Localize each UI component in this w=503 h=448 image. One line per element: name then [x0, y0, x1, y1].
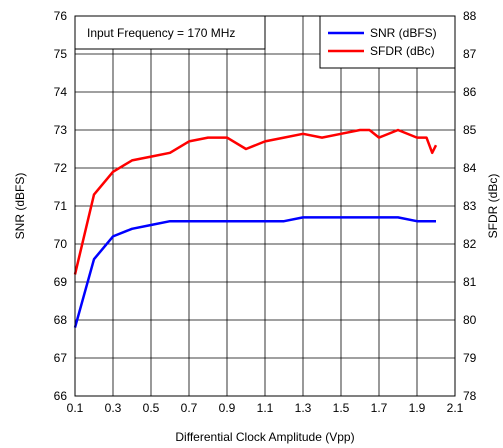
ticks-layer: 0.1 0.3 0.5 0.7 0.9 1.1 1.3 1.5 1.7 1.9 2.1 66 67 68 6… — [54, 9, 477, 415]
y2-tick-label: 88 — [463, 9, 477, 23]
y-tick-label: 72 — [54, 161, 68, 175]
y2-tick-label: 87 — [463, 47, 477, 61]
x-tick-label: 2.1 — [447, 401, 464, 415]
legend-label-snr: SNR (dBFS) — [370, 26, 437, 40]
y2-tick-label: 82 — [463, 237, 477, 251]
annotation-text: Input Frequency = 170 MHz — [87, 26, 235, 40]
series-layer — [73, 128, 438, 328]
y-tick-label: 75 — [54, 47, 68, 61]
x-tick-label: 1.9 — [409, 401, 426, 415]
y-tick-label: 70 — [54, 237, 68, 251]
x-tick-label: 0.1 — [67, 401, 84, 415]
grid-layer — [75, 16, 455, 396]
y-tick-label: 71 — [54, 199, 68, 213]
y2-tick-label: 79 — [463, 351, 477, 365]
x-tick-label: 0.9 — [219, 401, 236, 415]
x-tick-label: 1.7 — [371, 401, 388, 415]
x-tick-label: 1.5 — [333, 401, 350, 415]
y2-tick-label: 81 — [463, 275, 477, 289]
x-axis-title: Differential Clock Amplitude (Vpp) — [175, 430, 354, 444]
snr-series-line — [73, 216, 436, 328]
y-tick-label: 68 — [54, 313, 68, 327]
y2-tick-label: 83 — [463, 199, 477, 213]
x-tick-label: 0.7 — [181, 401, 198, 415]
y-tick-label: 74 — [54, 85, 68, 99]
annotation-box: Input Frequency = 170 MHz — [74, 15, 266, 50]
y-tick-label: 67 — [54, 351, 68, 365]
y2-tick-label: 78 — [463, 389, 477, 403]
y-axis-title: SNR (dBFS) — [13, 173, 27, 240]
y2-axis-title: SFDR (dBc) — [486, 174, 500, 239]
y2-tick-label: 86 — [463, 85, 477, 99]
y2-tick-label: 84 — [463, 161, 477, 175]
y-tick-label: 66 — [54, 389, 68, 403]
y-tick-label: 69 — [54, 275, 68, 289]
x-tick-label: 0.3 — [105, 401, 122, 415]
y-tick-label: 76 — [54, 9, 68, 23]
y2-tick-label: 80 — [463, 313, 477, 327]
legend-label-sfdr: SFDR (dBc) — [370, 44, 435, 58]
x-tick-label: 0.5 — [143, 401, 160, 415]
legend: SNR (dBFS) SFDR (dBc) — [319, 15, 456, 69]
y-tick-label: 73 — [54, 123, 68, 137]
x-tick-label: 1.3 — [295, 401, 312, 415]
x-tick-label: 1.1 — [257, 401, 274, 415]
y2-tick-label: 85 — [463, 123, 477, 137]
sfdr-series-line — [73, 128, 438, 275]
